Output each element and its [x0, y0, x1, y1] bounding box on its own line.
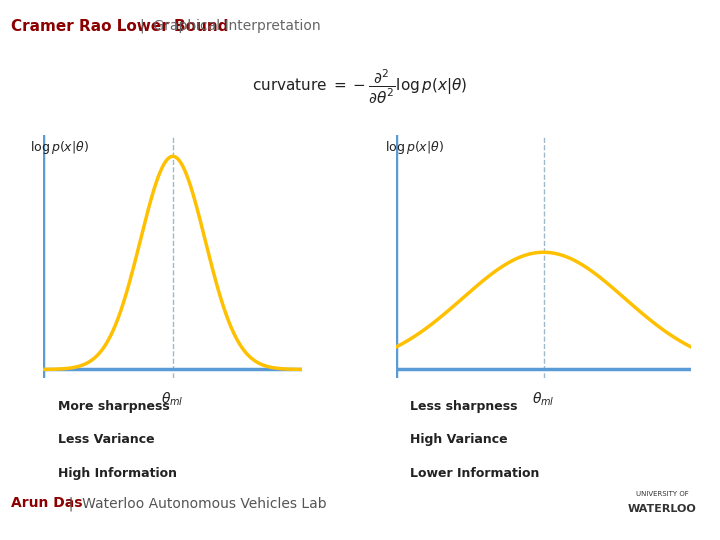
Text: |  Waterloo Autonomous Vehicles Lab: | Waterloo Autonomous Vehicles Lab [60, 496, 326, 510]
Text: Less Variance: Less Variance [58, 433, 154, 446]
Text: $\log p(x|\theta)$: $\log p(x|\theta)$ [30, 139, 89, 156]
Text: Cramer Rao Lower Bound: Cramer Rao Lower Bound [11, 19, 228, 34]
Text: UNIVERSITY OF: UNIVERSITY OF [636, 490, 689, 497]
Text: Arun Das: Arun Das [11, 496, 82, 510]
Text: curvature $= -\dfrac{\partial^2}{\partial \theta^2} \log p(x|\theta)$: curvature $= -\dfrac{\partial^2}{\partia… [253, 68, 467, 106]
Text: $\theta_{ml}$: $\theta_{ml}$ [161, 391, 184, 408]
Text: Lower Information: Lower Information [410, 467, 540, 480]
Text: Less sharpness: Less sharpness [410, 400, 518, 413]
Text: High Variance: High Variance [410, 433, 508, 446]
Text: More sharpness: More sharpness [58, 400, 169, 413]
Text: |  Graphical Interpretation: | Graphical Interpretation [140, 19, 321, 33]
Text: High Information: High Information [58, 467, 176, 480]
Text: WATERLOO: WATERLOO [628, 504, 697, 514]
Text: $\theta_{ml}$: $\theta_{ml}$ [532, 391, 555, 408]
Text: $\log p(x|\theta)$: $\log p(x|\theta)$ [385, 139, 444, 156]
